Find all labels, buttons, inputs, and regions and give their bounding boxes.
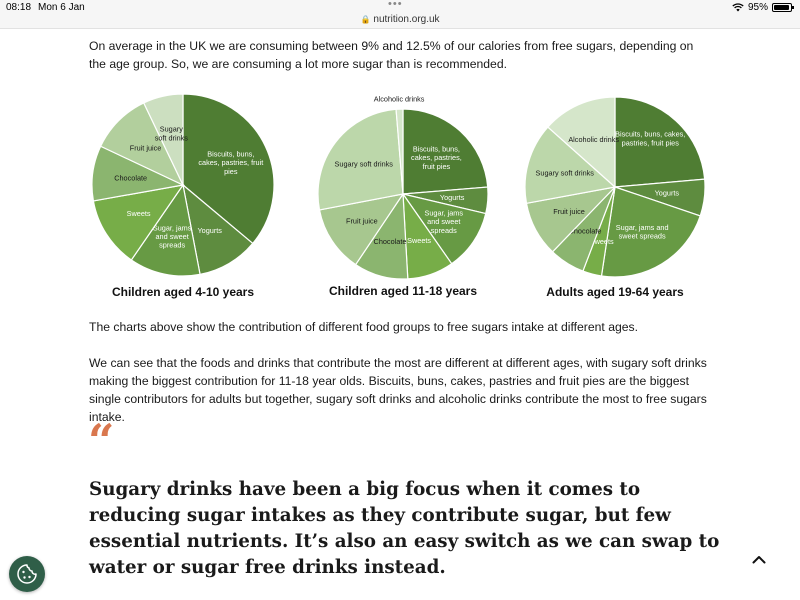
slice-label-chocolate: Chocolate bbox=[114, 174, 147, 183]
pie-chart-svg: Biscuits, buns, cakes, pastries, fruit pie… bbox=[317, 95, 489, 280]
slice-label-sweets: Sweets bbox=[407, 236, 431, 245]
chevron-up-icon bbox=[752, 555, 766, 563]
chart-title-children-11-18: Children aged 11-18 years bbox=[328, 284, 478, 298]
slice-label-sugar-jams-and-sweet-spreads: Sugar, jams and sweet spreads bbox=[616, 223, 669, 241]
slice-label-yogurts: Yogurts bbox=[655, 189, 680, 198]
analysis-paragraph: We can see that the foods and drinks tha… bbox=[89, 356, 707, 424]
pie-slice-sugar-jams-and-sweet-spreads bbox=[130, 183, 201, 277]
pie-slice-fruit-juice bbox=[318, 193, 405, 266]
pie-chart-svg: Biscuits, buns, cakes, pastries, fruit pie… bbox=[91, 93, 275, 277]
intro-paragraph: On average in the UK we are consuming be… bbox=[89, 39, 694, 71]
status-indicators: 95% bbox=[732, 2, 794, 13]
slice-label-sweets: Sweets bbox=[127, 209, 151, 218]
pie-chart-children-11-18: Biscuits, buns, cakes, pastries, fruit pie… bbox=[317, 95, 489, 280]
slice-label-fruit-juice: Fruit juice bbox=[553, 207, 585, 216]
pull-quote: Sugary drinks have been a big focus when… bbox=[89, 479, 720, 578]
charts-caption-paragraph: The charts above show the contribution o… bbox=[89, 320, 639, 334]
slice-label-sugary-soft-drinks: Sugary soft drinks bbox=[536, 168, 595, 177]
slice-label-sugary-soft-drinks: Sugary soft drinks bbox=[335, 160, 394, 169]
pie-chart-adults-19-64: Biscuits, buns, cakes, pastries, fruit pi… bbox=[524, 96, 706, 278]
pie-slice-sugar-jams-and-sweet-spreads bbox=[600, 186, 702, 278]
slice-label-chocolate: Chocolate bbox=[569, 227, 602, 236]
slice-label-biscuits-buns-cakes-pastries-fruit-pies: Biscuits, buns, cakes, pastries, fruit pie… bbox=[198, 150, 263, 176]
status-date: Mon 6 Jan bbox=[38, 2, 85, 13]
battery-icon bbox=[772, 3, 794, 12]
slice-label-fruit-juice: Fruit juice bbox=[130, 143, 162, 152]
cookie-icon bbox=[17, 564, 37, 584]
slice-label-alcoholic-drinks: Alcoholic drinks bbox=[374, 95, 425, 104]
pie-slice-sugary-soft-drinks bbox=[524, 126, 617, 205]
pie-slice-sweets bbox=[92, 184, 185, 261]
pie-chart-svg: Biscuits, buns, cakes, pastries, fruit pi… bbox=[524, 96, 706, 278]
battery-percent: 95% bbox=[747, 2, 768, 13]
address-bar[interactable]: 🔒 nutrition.org.uk bbox=[0, 14, 800, 25]
cookie-settings-button[interactable] bbox=[9, 556, 45, 592]
slice-label-sugar-jams-and-sweet-spreads: Sugar, jams and sweet spreads bbox=[425, 209, 464, 235]
pie-slice-sugary-soft-drinks bbox=[317, 108, 404, 211]
chart-title-adults-19-64: Adults aged 19-64 years bbox=[546, 285, 684, 299]
pie-slice-alcoholic-drinks bbox=[547, 96, 616, 189]
slice-label-yogurts: Yogurts bbox=[440, 193, 465, 202]
slice-label-alcoholic-drinks: Alcoholic drinks bbox=[568, 135, 619, 144]
pie-chart-children-4-10: Biscuits, buns, cakes, pastries, fruit pie… bbox=[91, 93, 275, 277]
pie-slice-sugar-jams-and-sweet-spreads bbox=[401, 193, 487, 265]
slice-label-sugary-soft-drinks: Sugary soft drinks bbox=[155, 125, 189, 143]
slice-label-yogurts: Yogurts bbox=[197, 226, 222, 235]
quote-mark-icon: “ bbox=[88, 414, 115, 468]
address-url: nutrition.org.uk bbox=[373, 14, 440, 25]
slice-label-sweets: Sweets bbox=[590, 237, 614, 246]
wifi-icon bbox=[732, 3, 744, 12]
pie-slice-biscuits-buns-cakes-pastries-fruit-pies bbox=[182, 93, 275, 245]
more-dots-icon[interactable]: ••• bbox=[388, 0, 403, 10]
lock-icon: 🔒 bbox=[360, 15, 371, 24]
scroll-to-top-button[interactable] bbox=[748, 550, 770, 568]
slice-label-biscuits-buns-cakes-pastries-fruit-pies: Biscuits, buns, cakes, pastries, fruit pi… bbox=[615, 130, 685, 148]
chart-title-children-4-10: Children aged 4-10 years bbox=[111, 285, 255, 299]
status-bar: 08:18 Mon 6 Jan ••• 🔒 nutrition.org.uk 95… bbox=[0, 0, 800, 29]
pie-slice-sugary-soft-drinks bbox=[142, 93, 184, 186]
battery-fill bbox=[774, 5, 790, 10]
pie-slice-biscuits-buns-cakes-pastries-fruit-pies bbox=[614, 96, 706, 188]
slice-label-biscuits-buns-cakes-pastries-fruit-pies: Biscuits, buns, cakes, pastries, fruit pie… bbox=[411, 145, 462, 171]
pie-slice-alcoholic-drinks bbox=[395, 108, 404, 195]
pie-slice-biscuits-buns-cakes-pastries-fruit-pies bbox=[402, 108, 489, 195]
slice-label-fruit-juice: Fruit juice bbox=[346, 217, 378, 226]
slice-label-sugar-jams-and-sweet-spreads: Sugar, jams and sweet spreads bbox=[153, 224, 192, 250]
slice-label-chocolate: Chocolate bbox=[374, 237, 407, 246]
status-time: 08:18 bbox=[6, 2, 32, 13]
